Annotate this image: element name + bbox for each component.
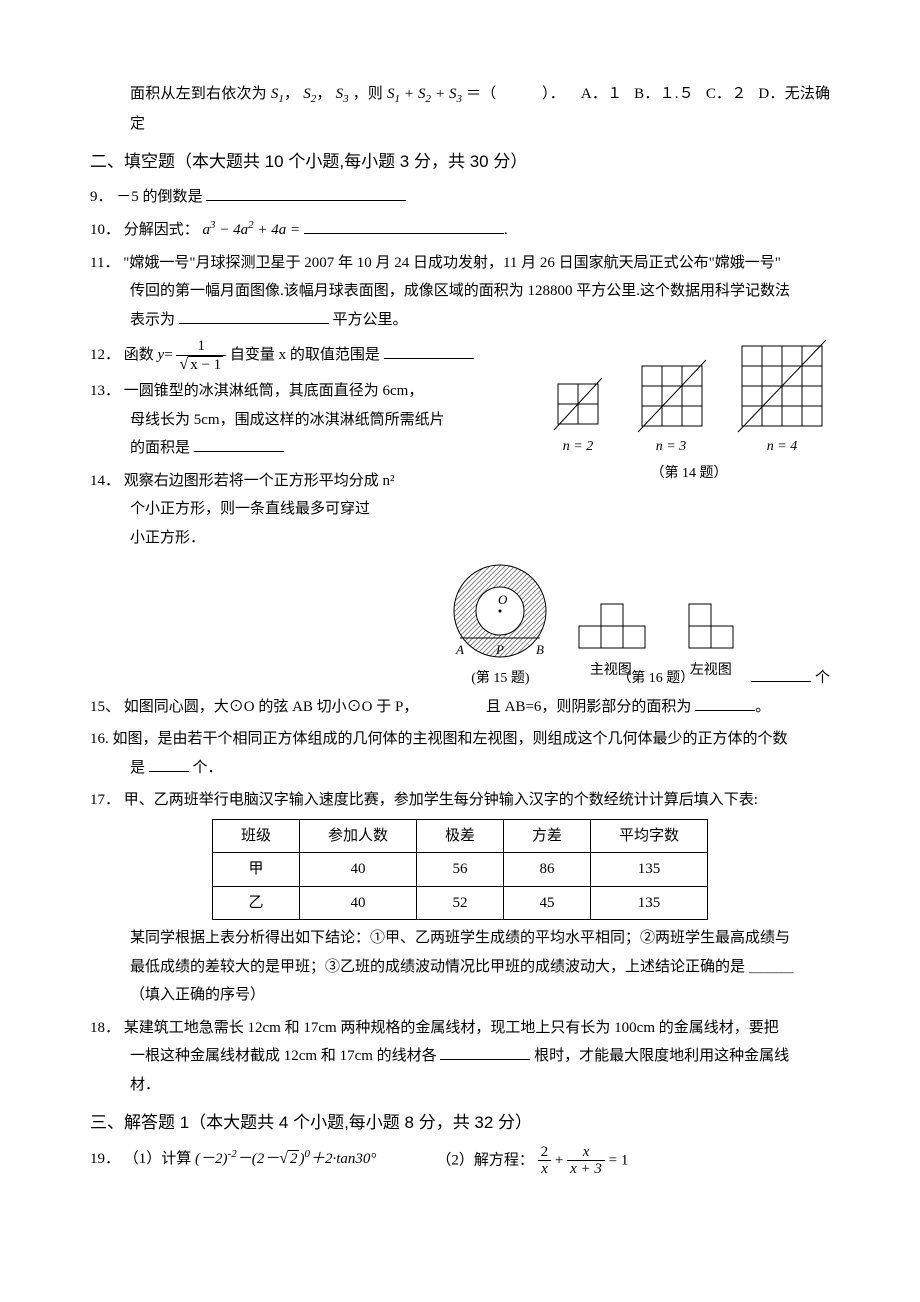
q8-choice-b: B．１.５	[634, 86, 694, 102]
th-var: 方差	[504, 819, 591, 853]
q8-text-a: 面积从左到右依次为	[130, 86, 267, 102]
q15-16-figrow: O A P B (第 15 题) 主视图	[90, 556, 830, 693]
svg-text:O: O	[498, 592, 508, 607]
grid-n3-label: n = 3	[632, 434, 710, 461]
q8-choice-c: C．２	[706, 86, 747, 102]
grid-n2-block: n = 2	[548, 364, 608, 461]
q18-line2: 一根这种金属线材截成 12cm 和 17cm 的线材各 根时，才能最大限度地利用…	[90, 1042, 830, 1071]
q18-line3: 材．	[90, 1071, 830, 1100]
q9-num: 9．	[90, 189, 113, 205]
q16-blank	[149, 756, 189, 772]
q14-line4: 小正方形．	[90, 524, 530, 553]
q11-blank	[179, 308, 329, 324]
grid-n3	[632, 354, 710, 434]
q10: 10． 分解因式： a3 − 4a2 + 4a = .	[90, 215, 830, 245]
q8-text-c: ＝（ ）．	[466, 86, 565, 102]
q13-blank	[194, 436, 284, 452]
q16-line2: 是 个．	[90, 754, 830, 783]
q9: 9． －5 的倒数是	[90, 183, 830, 212]
grid-n4-label: n = 4	[734, 434, 830, 461]
grid-n3-block: n = 3	[632, 354, 710, 461]
q11-num: 11．	[90, 255, 119, 271]
q12-14-textcol: 12． 函数 y= 1 x − 1 自变量 x 的取值范围是 13． 一圆锥型的…	[90, 338, 530, 556]
table-row: 乙 40 52 45 135	[212, 886, 707, 920]
section3-title: 三、解答题 1（本大题共 4 个小题,每小题 8 分，共 32 分）	[90, 1107, 830, 1139]
q16-line1: 16. 如图，是由若干个相同正方体组成的几何体的主视图和左视图，则组成这个几何体…	[90, 725, 830, 754]
q10-blank	[304, 218, 504, 234]
q12-14-row: 12． 函数 y= 1 x − 1 自变量 x 的取值范围是 13． 一圆锥型的…	[90, 338, 830, 556]
q12-fraction: 1 x − 1	[176, 338, 226, 373]
grid-n4	[734, 338, 830, 434]
q13-num: 13．	[90, 383, 120, 399]
q13-line2: 母线长为 5cm，围成这样的冰淇淋纸筒所需纸片	[90, 406, 530, 435]
q18-num: 18．	[90, 1020, 120, 1036]
q12-blank	[384, 343, 474, 359]
q17-line1: 17． 甲、乙两班举行电脑汉字输入速度比赛，参加学生每分钟输入汉字的个数经统计计…	[90, 786, 830, 815]
svg-text:B: B	[536, 642, 544, 657]
q12: 12． 函数 y= 1 x − 1 自变量 x 的取值范围是	[90, 338, 530, 373]
q14-tail: 个	[751, 664, 830, 693]
grid-n4-block: n = 4	[734, 338, 830, 461]
table-header-row: 班级 参加人数 极差 方差 平均字数	[212, 819, 707, 853]
q19-part1: 19． （1）计算 (－2)-2－(2－2)0＋2·tan30°	[90, 1144, 376, 1178]
q17-table: 班级 参加人数 极差 方差 平均字数 甲 40 56 86 135 乙 40 5…	[212, 819, 708, 921]
q8-line1: 面积从左到右依次为 S1， S2， S3 ，则 S1 + S2 + S3 ＝（ …	[90, 80, 830, 138]
q14-line1: 14． 观察右边图形若将一个正方形平均分成 n²	[90, 467, 530, 496]
th-avg: 平均字数	[591, 819, 708, 853]
q18-blank	[440, 1044, 530, 1060]
q14-num: 14．	[90, 473, 120, 489]
q15-caption: (第 15 题)	[440, 666, 560, 693]
q19-frac2: x x + 3	[567, 1144, 605, 1178]
q16-views: 主视图 左视图 （第 16 题）	[571, 598, 741, 693]
th-range: 极差	[416, 819, 503, 853]
q15-blank	[695, 695, 755, 711]
q15: 15、 如图同心圆，大⊙O 的弦 AB 切小⊙O 于 P， 且 AB=6，则阴影…	[90, 693, 830, 722]
q19: 19． （1）计算 (－2)-2－(2－2)0＋2·tan30° （2）解方程：…	[90, 1144, 830, 1178]
q14-line2: 个小正方形，则一条直线最多可穿过	[90, 495, 530, 524]
q12-num: 12．	[90, 347, 120, 363]
grid-n2-label: n = 2	[548, 434, 608, 461]
q8-choice-a: A．１	[581, 86, 622, 102]
q15-figure-block: O A P B (第 15 题)	[440, 556, 560, 693]
th-count: 参加人数	[299, 819, 416, 853]
q16-num: 16.	[90, 731, 109, 747]
th-class: 班级	[212, 819, 299, 853]
grid-n2	[548, 364, 608, 434]
svg-text:A: A	[455, 642, 464, 657]
q18-line1: 18． 某建筑工地急需长 12cm 和 17cm 两种规格的金属线材，现工地上只…	[90, 1014, 830, 1043]
q13-line3: 的面积是	[90, 434, 530, 463]
q9-text: －5 的倒数是	[116, 189, 202, 205]
q19-num: 19．	[90, 1151, 120, 1167]
q11-line3: 表示为 平方公里。	[90, 306, 830, 335]
q15-num: 15、	[90, 699, 120, 715]
q17-num: 17．	[90, 792, 120, 808]
q19-part2: （2）解方程： 2 x + x x + 3 = 1	[436, 1144, 628, 1178]
svg-text:P: P	[495, 642, 504, 657]
q8-text-b: ，则	[353, 86, 383, 102]
q10-num: 10．	[90, 222, 120, 238]
q17-line2: 某同学根据上表分析得出如下结论：①甲、乙两班学生成绩的平均水平相同；②两班学生最…	[90, 924, 830, 953]
table-row: 甲 40 56 86 135	[212, 853, 707, 887]
q11-line2: 传回的第一幅月面图像.该幅月球表面图，成像区域的面积为 128800 平方公里.…	[90, 277, 830, 306]
q11-line1: 11． "嫦娥一号"月球探测卫星于 2007 年 10 月 24 日成功发射，1…	[90, 249, 830, 278]
q14-caption: （第 14 题）	[548, 461, 830, 488]
left-view	[681, 598, 741, 658]
q14-figures: n = 2 n = 3	[548, 338, 830, 487]
q19-frac1: 2 x	[538, 1144, 552, 1178]
main-view	[571, 598, 651, 658]
concentric-circles: O A P B	[440, 556, 560, 666]
q13-line1: 13． 一圆锥型的冰淇淋纸筒，其底面直径为 6cm，	[90, 377, 530, 406]
q9-blank	[206, 185, 406, 201]
q17-line4: （填入正确的序号）	[90, 981, 830, 1010]
q17-line3: 最低成绩的差较大的是甲班；③乙班的成绩波动情况比甲班的成绩波动大，上述结论正确的…	[90, 953, 830, 982]
section2-title: 二、填空题（本大题共 10 个小题,每小题 3 分，共 30 分）	[90, 146, 830, 178]
q10-text-a: 分解因式：	[124, 222, 199, 238]
